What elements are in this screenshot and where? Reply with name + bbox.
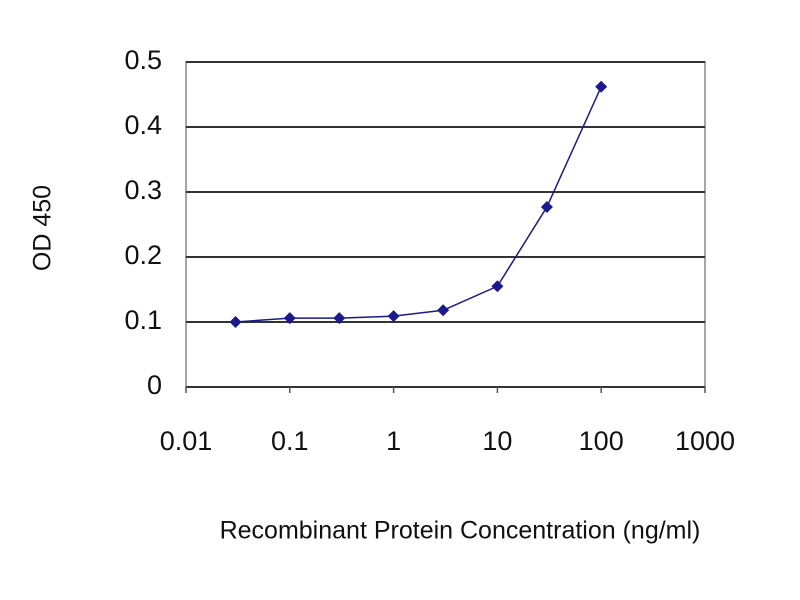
y-tick-label: 0.4 [124, 110, 162, 140]
data-point [229, 316, 242, 328]
data-point [333, 312, 346, 325]
x-tick-label: 1000 [675, 426, 735, 456]
y-axis-label: OD 450 [29, 185, 57, 271]
data-point [387, 310, 400, 323]
data-point [437, 304, 450, 317]
data-point [595, 80, 608, 93]
plot-frame [185, 61, 706, 388]
y-tick-label: 0.1 [124, 305, 162, 335]
data-point [540, 200, 553, 213]
series-line [235, 86, 602, 323]
data-point [491, 280, 504, 293]
x-tick-label: 0.1 [271, 426, 309, 456]
y-tick-label: 0.5 [124, 45, 162, 75]
y-tick-label: 0.3 [124, 175, 162, 205]
y-tick-label: 0.2 [124, 240, 162, 270]
x-tick-label: 10 [482, 426, 512, 456]
x-tick-label: 100 [579, 426, 624, 456]
x-tick-label: 1 [386, 426, 401, 456]
y-tick-label: 0 [147, 370, 162, 400]
data-point [283, 312, 296, 325]
x-axis-label: Recombinant Protein Concentration (ng/ml… [220, 517, 701, 545]
x-tick-label: 0.01 [160, 426, 213, 456]
